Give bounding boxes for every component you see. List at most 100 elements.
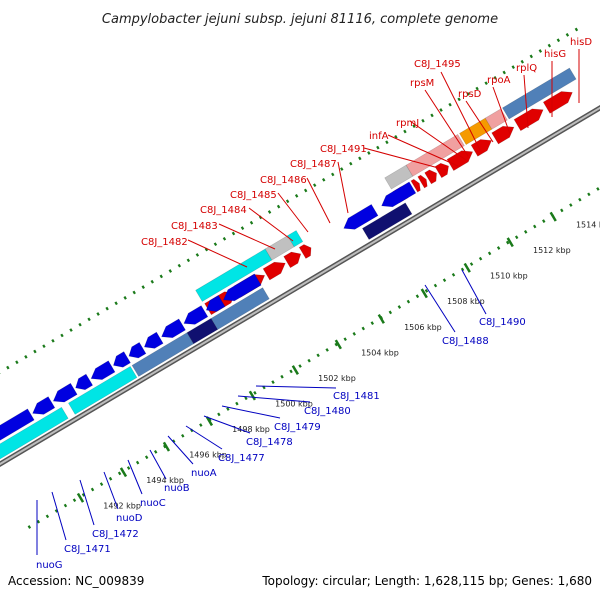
label-rpoa: rpoA xyxy=(487,75,511,86)
label-leader-line xyxy=(492,86,511,135)
tick-dot-inner xyxy=(487,251,492,256)
tick-dot-outer xyxy=(213,242,218,247)
tick-dot-outer xyxy=(538,49,543,53)
label-c8j-1480: C8J_1480 xyxy=(304,406,351,417)
forward-cds-arrow xyxy=(298,244,312,259)
tick-dot-inner xyxy=(153,450,158,454)
reverse-cds-arrow xyxy=(143,331,164,349)
reverse-cds-arrow xyxy=(52,382,78,403)
tick-dot-outer xyxy=(367,151,371,155)
label-infa: infA xyxy=(369,131,389,142)
tick-dot-outer xyxy=(511,65,515,69)
tick-dot-outer xyxy=(331,172,335,177)
tick-dot-outer xyxy=(6,365,10,370)
tick-dot-inner xyxy=(533,224,537,229)
label-leader-line xyxy=(523,74,529,129)
label-leader-line xyxy=(306,177,331,224)
tick-dot-inner xyxy=(424,289,429,293)
major-tick xyxy=(119,467,128,478)
label-leader-line xyxy=(363,147,447,171)
label-leader-line xyxy=(185,425,223,450)
feature-labels: C8J_1482 C8J_1483 C8J_1484 C8J_1485 C8J_… xyxy=(36,37,592,571)
tick-dot-outer xyxy=(385,140,389,145)
tick-dot-outer xyxy=(294,194,299,198)
tick-dot-outer xyxy=(132,290,136,295)
label-leader-line xyxy=(465,100,494,143)
tick-dot-outer xyxy=(547,43,552,48)
tick-dot-outer xyxy=(231,231,236,236)
tick-dot-outer xyxy=(322,177,326,182)
tick-dot-outer xyxy=(439,108,443,112)
tick-dot-inner xyxy=(352,331,356,336)
label-leader-line xyxy=(218,223,276,250)
tick-dot-inner xyxy=(144,455,149,460)
tick-dot-outer xyxy=(403,129,407,134)
tick-dot-outer xyxy=(222,236,227,241)
tick-dot-inner xyxy=(27,525,32,529)
forward-gene-block xyxy=(287,230,304,248)
reverse-cyan-block xyxy=(68,365,138,415)
tick-dot-outer xyxy=(358,156,362,161)
forward-pale-block xyxy=(405,134,465,177)
label-nuoa: nuoA xyxy=(191,468,217,479)
label-leader-line xyxy=(277,192,309,233)
tick-dot-inner xyxy=(496,246,501,250)
tick-dot-outer xyxy=(349,161,353,166)
reverse-cds-arrow xyxy=(161,318,186,339)
label-leader-line xyxy=(187,239,248,268)
tick-dot-inner xyxy=(505,240,510,245)
label-c8j-1495: C8J_1495 xyxy=(414,59,461,70)
tick-dot-inner xyxy=(569,203,573,207)
tick-dot-outer xyxy=(430,113,434,118)
forward-cds-arrow xyxy=(470,139,493,157)
major-tick xyxy=(463,262,471,273)
tick-dot-inner xyxy=(253,391,257,395)
reverse-cds-arrow xyxy=(113,351,131,368)
tick-dot-inner xyxy=(72,498,77,503)
label-rplq: rplQ xyxy=(516,63,537,74)
tick-dot-outer xyxy=(42,344,46,349)
tick-dot-inner xyxy=(388,310,393,315)
tick-label: 1508 kbp xyxy=(447,297,485,306)
major-tick xyxy=(420,288,428,299)
tick-dot-outer xyxy=(249,220,254,225)
tick-dot-inner xyxy=(523,230,528,234)
reverse-cds-arrow xyxy=(128,341,147,359)
label-leader-line xyxy=(440,71,481,151)
tick-dot-inner xyxy=(289,369,293,374)
label-c8j-1481: C8J_1481 xyxy=(333,391,380,402)
tick-dot-outer xyxy=(114,301,118,306)
label-nuoc: nuoC xyxy=(140,498,166,509)
tick-dot-inner xyxy=(451,272,456,277)
reverse-steel-block xyxy=(210,287,270,330)
tick-dot-inner xyxy=(117,471,122,476)
tick-dot-outer xyxy=(51,338,55,343)
tick-dot-outer xyxy=(312,183,317,188)
tick-dot-outer xyxy=(168,269,173,273)
tick-dot-outer xyxy=(105,306,109,311)
tick-label: 1504 kbp xyxy=(361,348,399,357)
tick-dot-inner xyxy=(415,294,420,299)
tick-dot-outer xyxy=(177,263,182,268)
major-tick xyxy=(162,441,171,452)
tick-dot-outer xyxy=(303,188,308,193)
label-c8j-1485: C8J_1485 xyxy=(230,190,277,201)
label-c8j-1479: C8J_1479 xyxy=(274,422,321,433)
major-tick xyxy=(76,492,85,503)
label-leader-line xyxy=(203,415,251,434)
genome-summary-text: Topology: circular; Length: 1,628,115 bp… xyxy=(261,574,592,588)
tick-label: 1500 kbp xyxy=(275,399,313,408)
label-leader-line xyxy=(149,449,167,480)
major-tick xyxy=(506,237,514,248)
tick-dot-inner xyxy=(235,401,239,406)
reverse-cds-arrow xyxy=(90,360,116,380)
tick-dot-outer xyxy=(276,204,281,209)
label-leader-line xyxy=(424,284,456,333)
major-tick xyxy=(291,365,299,375)
tick-dot-inner xyxy=(307,358,311,363)
reverse-cds-arrow xyxy=(222,273,262,302)
forward-cds-arrow xyxy=(262,261,286,281)
label-c8j-1482: C8J_1482 xyxy=(141,237,188,248)
tick-dot-outer xyxy=(340,167,344,171)
